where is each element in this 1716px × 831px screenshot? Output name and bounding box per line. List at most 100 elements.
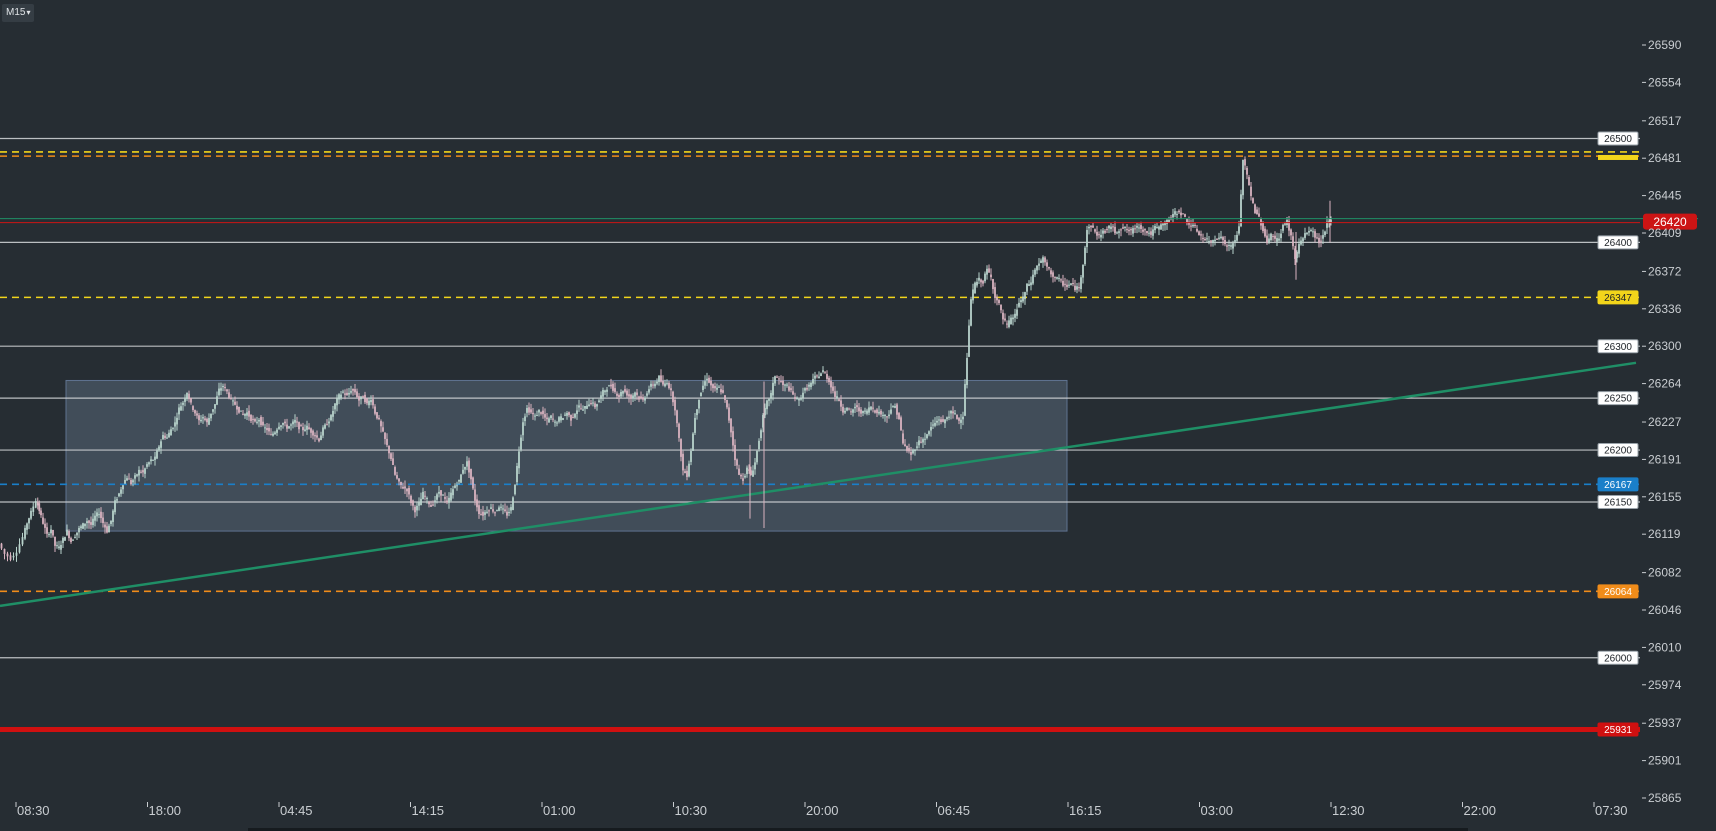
- candle-body: [1068, 284, 1070, 286]
- candle-body: [1214, 239, 1216, 242]
- candle-body: [214, 404, 216, 409]
- candle-body: [784, 384, 786, 386]
- candle-body: [938, 419, 940, 421]
- level-price-tag[interactable]: [1597, 290, 1639, 305]
- candle-body: [868, 407, 870, 413]
- level-price-tag[interactable]: [1597, 477, 1639, 492]
- y-tick-label: 26372: [1648, 264, 1682, 278]
- candle-body: [464, 466, 466, 470]
- candle-body: [1202, 237, 1204, 239]
- candle-body: [1146, 230, 1148, 234]
- candle-body: [434, 500, 436, 502]
- candle-body: [1140, 225, 1142, 229]
- candle-body: [594, 403, 596, 408]
- candle-body: [370, 400, 372, 403]
- candle-body: [1268, 238, 1270, 243]
- horizontal-scrollbar[interactable]: [248, 828, 1468, 831]
- candle-body: [210, 413, 212, 419]
- candle-body: [378, 417, 380, 420]
- candle-body: [296, 421, 298, 423]
- candle-body: [810, 382, 812, 387]
- candle-body: [490, 507, 492, 509]
- level-price-tag[interactable]: [1597, 494, 1639, 509]
- candle-body: [586, 405, 588, 409]
- candle-body: [190, 398, 192, 403]
- candle-body: [1166, 219, 1168, 224]
- candle-body: [1252, 198, 1254, 203]
- candle-body: [992, 278, 994, 290]
- candle-body: [798, 399, 800, 401]
- level-price-tag[interactable]: [1597, 339, 1639, 354]
- candle-body: [624, 389, 626, 392]
- candle-body: [356, 391, 358, 398]
- y-tick-label: 26264: [1648, 377, 1682, 391]
- candle-body: [610, 384, 612, 387]
- candle-body: [924, 438, 926, 440]
- level-price-tag-text: 26200: [1604, 446, 1632, 457]
- y-tick-label: 26010: [1648, 640, 1682, 654]
- candle-body: [874, 410, 876, 413]
- candle-body: [650, 383, 652, 387]
- level-price-tag[interactable]: [1597, 443, 1639, 458]
- candle-body: [1306, 232, 1308, 234]
- candle-body: [426, 497, 428, 499]
- candle-body: [258, 419, 260, 422]
- candle-body: [906, 445, 908, 451]
- price-axis[interactable]: 26590 26554 26517 26481 26445 26409 26372 26336…: [1642, 38, 1682, 805]
- y-tick-label: 26046: [1648, 603, 1682, 617]
- candle-body: [546, 417, 548, 420]
- candle-body: [840, 400, 842, 407]
- level-price-tag[interactable]: [1597, 722, 1639, 737]
- candle-body: [830, 380, 832, 388]
- candle-body: [1248, 177, 1250, 186]
- candle-body: [1128, 229, 1130, 232]
- candle-body: [1070, 283, 1072, 285]
- timeframe-selector[interactable]: M15▾: [2, 4, 35, 22]
- candle-body: [1066, 284, 1068, 287]
- candle-body: [1036, 265, 1038, 271]
- candle-body: [222, 386, 224, 388]
- candle-body: [178, 407, 180, 415]
- candle-body: [268, 427, 270, 432]
- candle-body: [936, 420, 938, 423]
- candle-body: [1274, 235, 1276, 239]
- candle-body: [1298, 243, 1300, 254]
- level-price-tag[interactable]: [1597, 650, 1639, 665]
- candle-body: [960, 419, 962, 423]
- candle-body: [362, 396, 364, 398]
- candle-body: [832, 386, 834, 391]
- candle-body: [818, 376, 820, 379]
- candle-body: [1118, 231, 1120, 233]
- level-price-tag[interactable]: [1597, 235, 1639, 250]
- candle-body: [44, 523, 46, 528]
- candle-body: [186, 392, 188, 400]
- level-price-tag-text: 26150: [1604, 498, 1632, 509]
- trendline[interactable]: [0, 361, 1637, 608]
- candle-body: [482, 511, 484, 516]
- candle-body: [562, 418, 564, 420]
- candle-body: [888, 414, 890, 417]
- candle-body: [664, 383, 666, 387]
- candle-body: [940, 419, 942, 423]
- x-tick-label: 01:00: [543, 803, 576, 818]
- candle-body: [500, 506, 502, 508]
- candle-body: [850, 411, 852, 413]
- candle-body: [584, 406, 586, 409]
- candle-body: [1196, 228, 1198, 232]
- level-price-tag[interactable]: [1597, 584, 1639, 599]
- level-price-tag[interactable]: [1597, 131, 1639, 146]
- candle-body: [156, 450, 158, 459]
- candle-body: [1226, 245, 1228, 247]
- candle-body: [976, 281, 978, 286]
- candle-body: [614, 388, 616, 392]
- candle-body: [872, 407, 874, 409]
- candle-body: [498, 507, 500, 511]
- candle-body: [1192, 224, 1194, 227]
- candle-body: [1004, 318, 1006, 321]
- level-price-tag[interactable]: [1597, 391, 1639, 406]
- time-axis[interactable]: 08:30 18:00 04:45 14:15 01:00 10:30 20:00 06:45…: [15, 802, 1628, 831]
- candle-body: [320, 435, 322, 441]
- candle-body: [668, 382, 670, 389]
